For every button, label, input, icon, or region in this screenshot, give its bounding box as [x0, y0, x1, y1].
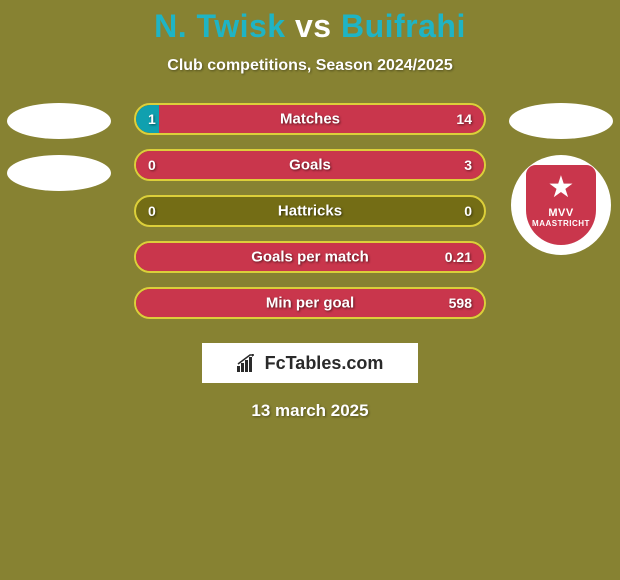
stat-bar-row: 03Goals — [134, 149, 486, 181]
chart-icon — [237, 354, 259, 372]
star-icon: ★ — [548, 173, 575, 203]
player2-name: Buifrahi — [341, 8, 466, 44]
player1-name: N. Twisk — [154, 8, 285, 44]
club-badge: ★ MVVMAASTRICHT — [526, 165, 596, 245]
stat-bar-row: 00Hattricks — [134, 195, 486, 227]
stat-label: Min per goal — [136, 295, 484, 312]
watermark: FcTables.com — [202, 343, 418, 383]
left-player-column — [4, 103, 114, 207]
stat-label: Hattricks — [136, 203, 484, 220]
club-badge-container: ★ MVVMAASTRICHT — [511, 155, 611, 255]
stat-label: Goals — [136, 157, 484, 174]
date-text: 13 march 2025 — [0, 401, 620, 421]
player-avatar-placeholder — [7, 155, 111, 191]
club-name: MVVMAASTRICHT — [532, 207, 590, 228]
right-player-column: ★ MVVMAASTRICHT — [506, 103, 616, 255]
subtitle: Club competitions, Season 2024/2025 — [0, 57, 620, 75]
stat-bar-row: 114Matches — [134, 103, 486, 135]
stat-label: Goals per match — [136, 249, 484, 266]
page-title: N. Twisk vs Buifrahi — [0, 0, 620, 45]
stat-bar-row: 598Min per goal — [134, 287, 486, 319]
comparison-infographic: N. Twisk vs Buifrahi Club competitions, … — [0, 0, 620, 580]
stat-bar-row: 0.21Goals per match — [134, 241, 486, 273]
player-avatar-placeholder — [509, 103, 613, 139]
player-avatar-placeholder — [7, 103, 111, 139]
vs-text: vs — [295, 8, 332, 44]
watermark-text: FcTables.com — [265, 353, 384, 374]
content-area: ★ MVVMAASTRICHT 114Matches 03Goals 00Hattri… — [0, 103, 620, 421]
stat-label: Matches — [136, 111, 484, 128]
stat-bars: 114Matches 03Goals 00Hattricks 0.21Goals pe… — [134, 103, 486, 319]
